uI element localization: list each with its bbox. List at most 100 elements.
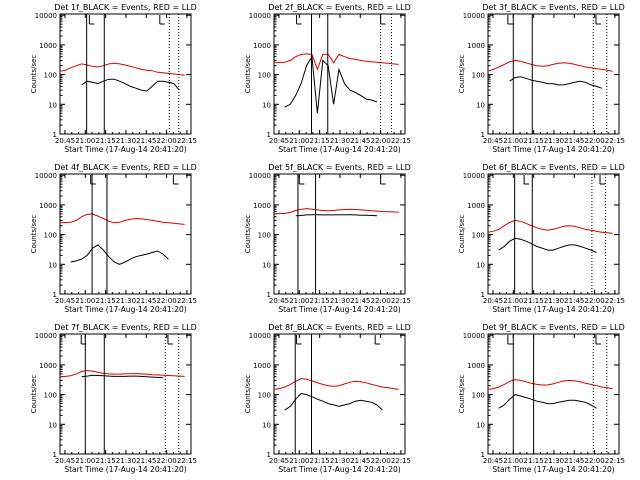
flag-marker (374, 335, 381, 345)
x-tick-label: 21:00 (289, 137, 309, 145)
y-tick-label: 1000 (39, 42, 57, 50)
plot-frame (273, 333, 406, 455)
panel-title: Det 4f_BLACK = Events, RED = LLD (54, 163, 197, 172)
x-tick-label: 22:15 (391, 297, 411, 305)
lld-series-line (59, 62, 185, 76)
x-tick-label: 21:45 (350, 457, 370, 465)
y-tick-label: 1 (53, 451, 57, 459)
panel-title: Det 2f_BLACK = Events, RED = LLD (268, 3, 411, 12)
x-tick-label: 20:45 (483, 457, 503, 465)
y-tick-label: 1 (53, 291, 57, 299)
y-tick-label: 1 (267, 131, 271, 139)
x-tick-label: 21:30 (330, 137, 350, 145)
y-tick-label: 100 (44, 72, 57, 80)
y-tick-label: 10 (48, 421, 57, 429)
x-tick-label: 21:30 (116, 297, 136, 305)
x-tick-label: 21:00 (75, 297, 95, 305)
flag-marker (159, 15, 165, 25)
y-tick-label: 10000 (35, 12, 57, 20)
y-axis-title: Counts/sec (30, 55, 38, 94)
x-tick-label: 20:45 (269, 457, 289, 465)
flag-marker (172, 175, 179, 185)
y-tick-label: 1 (267, 291, 271, 299)
y-tick-label: 10 (262, 261, 271, 269)
y-tick-label: 1000 (253, 42, 271, 50)
y-tick-label: 100 (44, 232, 57, 240)
x-tick-label: 22:15 (391, 137, 411, 145)
lld-series-line (273, 208, 399, 215)
flag-marker (167, 335, 173, 345)
x-tick-label: 21:15 (524, 137, 544, 145)
x-tick-label: 21:15 (96, 137, 116, 145)
y-tick-label: 10000 (249, 12, 271, 20)
plot-frame (59, 333, 192, 455)
y-tick-label: 1000 (467, 202, 485, 210)
y-tick-label: 100 (258, 392, 271, 400)
flag-marker (88, 15, 95, 25)
x-tick-label: 20:45 (55, 457, 75, 465)
lld-series-line (487, 59, 613, 72)
x-tick-label: 22:15 (605, 457, 625, 465)
x-tick-label: 21:00 (503, 137, 523, 145)
x-tick-label: 21:15 (524, 297, 544, 305)
x-tick-label: 21:45 (350, 297, 370, 305)
x-tick-label: 22:00 (157, 457, 177, 465)
x-tick-label: 20:45 (55, 137, 75, 145)
x-axis-title: Start Time (17-Aug-14 20:41:20) (64, 145, 186, 154)
x-tick-label: 22:00 (585, 297, 605, 305)
y-tick-label: 1000 (39, 202, 57, 210)
x-tick-label: 21:15 (96, 297, 116, 305)
x-tick-label: 21:15 (524, 457, 544, 465)
x-tick-label: 22:15 (177, 297, 197, 305)
flag-marker (90, 175, 96, 185)
x-tick-label: 21:45 (136, 137, 156, 145)
x-axis-title: Start Time (17-Aug-14 20:41:20) (64, 305, 186, 314)
x-tick-label: 21:45 (564, 457, 584, 465)
x-tick-label: 22:15 (391, 457, 411, 465)
y-tick-label: 1 (481, 291, 485, 299)
plot-frame (59, 173, 192, 295)
x-tick-label: 21:15 (310, 297, 330, 305)
y-tick-label: 1000 (467, 362, 485, 370)
plot-frame (273, 13, 406, 135)
events-series-line (498, 237, 597, 253)
detector-panel: Det 9f_BLACK = Events, RED = LLD 20:45 21:… (458, 323, 625, 474)
y-tick-label: 1 (481, 131, 485, 139)
flag-marker (595, 15, 601, 25)
x-tick-label: 22:15 (177, 457, 197, 465)
x-tick-label: 22:15 (605, 137, 625, 145)
lld-series-line (273, 377, 399, 390)
flag-marker (298, 175, 305, 185)
y-axis-title: Counts/sec (30, 375, 38, 414)
x-axis-title: Start Time (17-Aug-14 20:41:20) (278, 145, 400, 154)
y-tick-label: 100 (472, 72, 485, 80)
y-tick-label: 10000 (35, 172, 57, 180)
y-tick-label: 10 (48, 261, 57, 269)
y-axis-title: Counts/sec (458, 55, 466, 94)
panel-title: Det 9f_BLACK = Events, RED = LLD (482, 323, 625, 332)
x-axis-title: Start Time (17-Aug-14 20:41:20) (492, 465, 614, 474)
x-tick-label: 21:45 (136, 457, 156, 465)
x-axis-title: Start Time (17-Aug-14 20:41:20) (278, 305, 400, 314)
flag-marker (599, 175, 606, 185)
y-tick-label: 10000 (249, 172, 271, 180)
x-tick-label: 21:15 (96, 457, 116, 465)
x-tick-label: 22:00 (371, 297, 391, 305)
y-axis-title: Counts/sec (244, 375, 252, 414)
x-tick-label: 21:15 (310, 137, 330, 145)
y-tick-label: 1000 (253, 202, 271, 210)
x-tick-label: 21:00 (75, 457, 95, 465)
flag-marker (523, 175, 530, 185)
y-tick-label: 10 (476, 261, 485, 269)
y-tick-label: 1 (481, 451, 485, 459)
x-axis-title: Start Time (17-Aug-14 20:41:20) (492, 305, 614, 314)
panel-title: Det 5f_BLACK = Events, RED = LLD (268, 163, 411, 172)
x-tick-label: 20:45 (269, 297, 289, 305)
x-tick-label: 21:30 (544, 457, 564, 465)
y-tick-label: 100 (44, 392, 57, 400)
detector-panel: Det 5f_BLACK = Events, RED = LLD 20:45 21:… (244, 163, 411, 314)
y-tick-label: 10 (48, 101, 57, 109)
x-axis-title: Start Time (17-Aug-14 20:41:20) (64, 465, 186, 474)
